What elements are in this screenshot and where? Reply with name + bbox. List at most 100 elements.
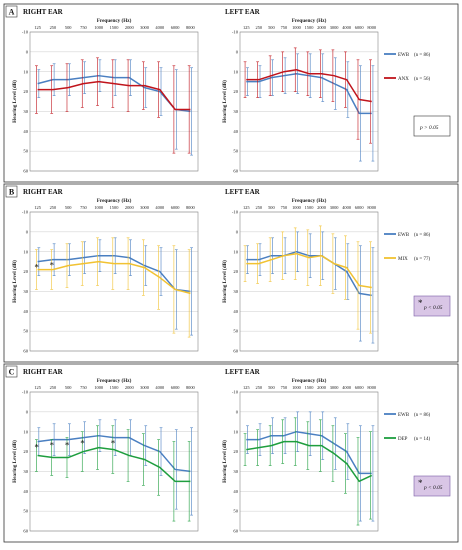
- left-ear-plot: Frequency (Hz)125 250 500 750 1000 1500 2000 30…: [221, 377, 379, 534]
- x-axis-title: Frequency (Hz): [292, 377, 327, 384]
- x-tick-label: 250: [50, 205, 57, 210]
- significance-star: *: [65, 441, 70, 451]
- x-tick-label: 125: [243, 385, 250, 390]
- y-tick-label: 0: [26, 229, 29, 234]
- x-tick-label: 250: [256, 385, 263, 390]
- y-tick-label: 60: [233, 349, 238, 354]
- x-tick-label: 4000: [342, 205, 352, 210]
- x-tick-label: 2000: [125, 25, 135, 30]
- legend: EWB (n = 86) ANX (n = 56): [384, 53, 430, 82]
- y-tick-label: 40: [233, 489, 238, 494]
- series-line: [37, 446, 191, 483]
- x-tick-label: 125: [34, 385, 41, 390]
- x-tick-label: 250: [50, 25, 57, 30]
- y-axis-title: Hearing Level (dB): [221, 440, 228, 483]
- y-tick-label: 30: [233, 109, 238, 114]
- x-tick-label: 3000: [140, 205, 150, 210]
- plot-area: [29, 31, 199, 172]
- x-tick-label: 500: [65, 205, 72, 210]
- series-line: [37, 74, 191, 113]
- x-tick-label: 2000: [125, 385, 135, 390]
- x-tick-label: 4000: [155, 205, 165, 210]
- legend-n: (n = 86): [414, 413, 430, 418]
- series-dep: [35, 425, 191, 522]
- pvalue-text: p < 0.05: [423, 485, 443, 491]
- plot-area: [239, 391, 379, 532]
- x-tick-label: 1000: [94, 205, 104, 210]
- x-axis-title: Frequency (Hz): [292, 197, 327, 204]
- x-tick-label: 8000: [186, 385, 196, 390]
- plot-area: [239, 211, 379, 352]
- significance-star: *: [418, 478, 423, 488]
- significance-star: *: [50, 261, 55, 271]
- legend-label: EWB: [398, 53, 410, 58]
- y-tick-label: 40: [23, 489, 28, 494]
- left-ear-plot: Frequency (Hz)125 250 500 750 1000 1500 2000 30…: [221, 197, 379, 354]
- x-tick-label: 2000: [317, 385, 327, 390]
- pvalue-box: [413, 115, 451, 137]
- y-tick-label: 10: [233, 249, 238, 254]
- series-mix: [35, 237, 191, 338]
- y-tick-label: 10: [23, 249, 28, 254]
- series-ewb: [37, 237, 193, 336]
- x-tick-label: 1500: [305, 385, 315, 390]
- legend-n: (n = 14): [414, 437, 430, 442]
- x-axis-title: Frequency (Hz): [97, 17, 132, 24]
- x-tick-label: 6000: [355, 385, 365, 390]
- series-line: [37, 80, 191, 111]
- panel-a: A RIGHT EAR LEFT EAR Frequency (Hz) 125 250 50…: [3, 3, 459, 183]
- plot-area: [29, 391, 199, 532]
- y-tick-label: 50: [23, 509, 28, 514]
- x-axis-title: Frequency (Hz): [292, 17, 327, 24]
- y-tick-label: 40: [233, 129, 238, 134]
- series-mix: [243, 225, 372, 334]
- y-tick-label: -10: [232, 210, 239, 215]
- panel-letter-box: [5, 365, 18, 378]
- series-ewb: [246, 53, 375, 162]
- panel-b: B RIGHT EAR LEFT EAR Frequency (Hz) 125 250 50…: [3, 183, 459, 363]
- legend-n: (n = 77): [414, 257, 430, 262]
- x-tick-label: 1500: [305, 25, 315, 30]
- series-ewb: [37, 419, 193, 516]
- x-tick-label: 6000: [355, 25, 365, 30]
- x-tick-label: 1500: [305, 205, 315, 210]
- y-tick-label: -10: [22, 390, 29, 395]
- legend-n: (n = 56): [414, 77, 430, 82]
- x-tick-label: 250: [50, 385, 57, 390]
- y-tick-label: 40: [23, 309, 28, 314]
- y-tick-label: 0: [236, 49, 239, 54]
- right-ear-plot: Frequency (Hz)125 250 500 750 1000 1500 2000 30…: [11, 17, 199, 174]
- x-tick-label: 8000: [367, 385, 377, 390]
- y-tick-label: 50: [233, 149, 238, 154]
- y-tick-label: 20: [233, 449, 238, 454]
- pvalue-box: [413, 475, 451, 497]
- x-tick-label: 8000: [367, 205, 377, 210]
- panel-letter: C: [9, 368, 15, 377]
- y-tick-label: 10: [23, 69, 28, 74]
- x-tick-label: 750: [80, 205, 87, 210]
- x-tick-label: 3000: [330, 205, 340, 210]
- x-tick-label: 8000: [186, 25, 196, 30]
- series-dep: [243, 417, 373, 526]
- right-ear-title: RIGHT EAR: [23, 8, 64, 16]
- y-tick-label: 50: [233, 509, 238, 514]
- legend: EWB (n = 86) DEP (n = 14): [384, 413, 430, 442]
- y-tick-label: -10: [232, 390, 239, 395]
- y-tick-label: 60: [233, 169, 238, 174]
- y-tick-label: 30: [23, 109, 28, 114]
- legend-n: (n = 86): [414, 233, 430, 238]
- panel-frame: [3, 183, 459, 363]
- series-line: [246, 68, 372, 103]
- x-tick-label: 125: [243, 205, 250, 210]
- y-tick-label: 20: [23, 89, 28, 94]
- x-tick-label: 750: [80, 25, 87, 30]
- significance-star: *: [50, 441, 55, 451]
- x-tick-label: 1000: [94, 25, 104, 30]
- x-tick-label: 3000: [330, 25, 340, 30]
- x-tick-label: 750: [281, 25, 288, 30]
- legend-n: (n = 86): [414, 53, 430, 58]
- significance-star: *: [34, 443, 39, 453]
- significance-star: *: [418, 298, 423, 308]
- right-ear-plot: Frequency (Hz)125 250 500 750 1000 1500 2000 30…: [11, 197, 199, 354]
